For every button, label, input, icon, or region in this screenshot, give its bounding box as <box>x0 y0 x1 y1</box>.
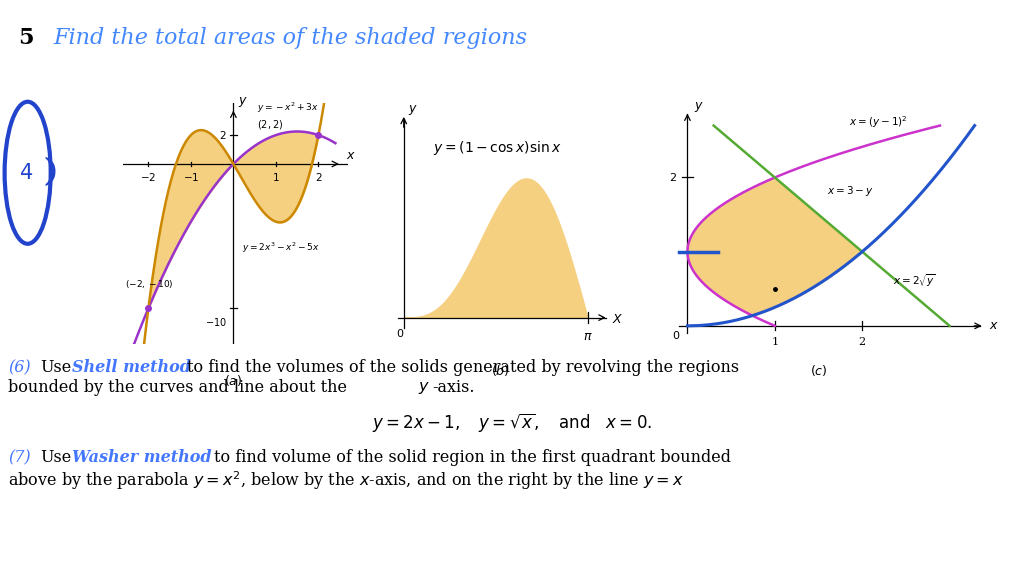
Text: Find the total areas of the shaded regions: Find the total areas of the shaded regio… <box>53 27 527 49</box>
Text: $y$: $y$ <box>418 379 430 396</box>
Text: $(2, 2)$: $(2, 2)$ <box>257 118 283 131</box>
Text: 1: 1 <box>771 337 778 347</box>
Text: $y = 2x - 1, \quad y = \sqrt{x}, \quad \mathrm{and} \quad x = 0.$: $y = 2x - 1, \quad y = \sqrt{x}, \quad \… <box>372 412 652 435</box>
Text: $x$: $x$ <box>989 319 998 332</box>
Text: ): ) <box>43 157 57 188</box>
Text: $2$: $2$ <box>219 129 227 141</box>
Text: Use: Use <box>40 359 72 377</box>
Text: bounded by the curves and line about the: bounded by the curves and line about the <box>8 379 347 396</box>
Text: $2$: $2$ <box>314 171 323 183</box>
Text: (7): (7) <box>8 449 31 466</box>
Text: $x = 3 - y$: $x = 3 - y$ <box>827 184 873 198</box>
Text: $y = (1 - \cos x) \sin x$: $y = (1 - \cos x) \sin x$ <box>433 138 561 157</box>
Text: $-10$: $-10$ <box>205 316 227 328</box>
Text: $(-2, -10)$: $(-2, -10)$ <box>125 278 174 290</box>
Text: $0$: $0$ <box>395 327 403 339</box>
Text: $(b)$: $(b)$ <box>490 363 510 378</box>
Text: $\mathsf{4}$: $\mathsf{4}$ <box>18 163 33 183</box>
Text: to find volume of the solid region in the first quadrant bounded: to find volume of the solid region in th… <box>214 449 731 466</box>
Text: $y = 2x^3 - x^2 - 5x$: $y = 2x^3 - x^2 - 5x$ <box>242 240 319 254</box>
Text: $1$: $1$ <box>272 171 280 183</box>
Text: $y = -x^2 + 3x$: $y = -x^2 + 3x$ <box>257 101 318 115</box>
Text: Use: Use <box>40 449 72 466</box>
Text: $x = (y-1)^2$: $x = (y-1)^2$ <box>849 114 907 130</box>
Text: $y$: $y$ <box>409 103 418 117</box>
Text: $y$: $y$ <box>238 95 248 109</box>
Text: $x = 2\sqrt{y}$: $x = 2\sqrt{y}$ <box>893 273 936 289</box>
Text: Washer method: Washer method <box>72 449 212 466</box>
Text: 2: 2 <box>859 337 865 347</box>
Text: to find the volumes of the solids generated by revolving the regions: to find the volumes of the solids genera… <box>187 359 739 377</box>
Text: $(c)$: $(c)$ <box>810 363 827 378</box>
Text: $2$: $2$ <box>669 172 677 184</box>
Text: $x$: $x$ <box>346 149 356 162</box>
Text: $\pi$: $\pi$ <box>583 331 593 343</box>
Text: $y$: $y$ <box>693 99 703 114</box>
Text: $(a)$: $(a)$ <box>224 373 243 388</box>
Text: -axis.: -axis. <box>432 379 474 396</box>
Text: $-2$: $-2$ <box>140 171 157 183</box>
Text: above by the parabola $y = x^2$, below by the $x$-axis, and on the right by the : above by the parabola $y = x^2$, below b… <box>8 469 684 492</box>
Text: $-1$: $-1$ <box>182 171 199 183</box>
Text: Shell method: Shell method <box>72 359 191 377</box>
Text: (6): (6) <box>8 359 31 377</box>
Text: $X$: $X$ <box>612 313 624 326</box>
Text: $0$: $0$ <box>672 329 680 341</box>
Text: 5: 5 <box>18 27 34 49</box>
